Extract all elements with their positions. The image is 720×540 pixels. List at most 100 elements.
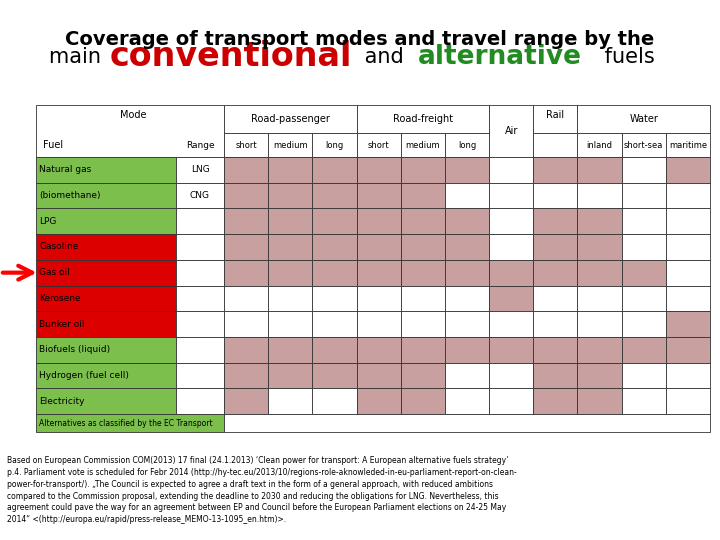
Bar	[401, 286, 445, 311]
Bar	[534, 133, 577, 157]
Bar	[36, 105, 224, 157]
Bar	[224, 286, 268, 311]
Bar	[445, 183, 489, 208]
Bar	[36, 234, 176, 260]
Bar	[36, 388, 176, 414]
Bar	[36, 157, 176, 183]
Bar	[534, 286, 577, 311]
Bar	[356, 157, 401, 183]
Bar	[356, 183, 401, 208]
Bar	[356, 133, 401, 157]
Bar	[36, 183, 176, 208]
Text: LNG: LNG	[191, 165, 210, 174]
Bar	[312, 234, 356, 260]
Bar	[445, 362, 489, 388]
Bar	[356, 286, 401, 311]
Bar	[356, 234, 401, 260]
Bar	[312, 388, 356, 414]
Bar	[176, 337, 224, 362]
Text: Road-passenger: Road-passenger	[251, 114, 330, 124]
Text: Range: Range	[186, 140, 215, 150]
Bar	[534, 362, 577, 388]
Bar	[401, 388, 445, 414]
Bar	[666, 388, 710, 414]
Bar	[489, 286, 534, 311]
Text: (biomethane): (biomethane)	[40, 191, 101, 200]
Bar	[36, 337, 176, 362]
Bar	[401, 260, 445, 286]
Bar	[268, 183, 312, 208]
Text: and: and	[358, 46, 410, 67]
Bar	[268, 362, 312, 388]
Bar	[445, 133, 489, 157]
Bar	[312, 157, 356, 183]
Bar	[534, 337, 577, 362]
Bar	[224, 234, 268, 260]
Bar	[445, 260, 489, 286]
Bar	[577, 362, 621, 388]
Bar	[356, 260, 401, 286]
Bar	[445, 157, 489, 183]
Bar	[176, 157, 224, 183]
Text: long: long	[458, 140, 476, 150]
Bar	[577, 105, 710, 133]
Bar	[356, 388, 401, 414]
Text: Coverage of transport modes and travel range by the: Coverage of transport modes and travel r…	[66, 30, 654, 49]
Text: long: long	[325, 140, 343, 150]
Bar	[621, 286, 666, 311]
Bar	[577, 157, 621, 183]
Bar	[489, 234, 534, 260]
Bar	[534, 234, 577, 260]
Bar	[36, 362, 176, 388]
Bar	[176, 234, 224, 260]
Text: Bunker oil: Bunker oil	[40, 320, 85, 328]
Bar	[445, 311, 489, 337]
Bar	[666, 208, 710, 234]
Bar	[401, 208, 445, 234]
Bar	[666, 311, 710, 337]
Bar	[534, 157, 577, 183]
Text: Biofuels (liquid): Biofuels (liquid)	[40, 345, 110, 354]
Bar	[312, 286, 356, 311]
Bar	[666, 337, 710, 362]
Bar	[621, 260, 666, 286]
Text: medium: medium	[405, 140, 440, 150]
Bar	[356, 337, 401, 362]
Text: Natural gas: Natural gas	[40, 165, 91, 174]
Text: conventional: conventional	[109, 40, 352, 73]
Bar	[621, 388, 666, 414]
Bar	[489, 337, 534, 362]
Bar	[401, 133, 445, 157]
Bar	[577, 234, 621, 260]
Bar	[666, 133, 710, 157]
Bar	[356, 311, 401, 337]
Text: CNG: CNG	[190, 191, 210, 200]
Bar	[577, 133, 621, 157]
Bar	[666, 362, 710, 388]
Bar	[268, 234, 312, 260]
Text: Electricity: Electricity	[40, 397, 85, 406]
Bar	[577, 183, 621, 208]
Text: Fuel: Fuel	[43, 140, 63, 150]
Bar	[577, 260, 621, 286]
Bar	[577, 311, 621, 337]
Bar	[577, 337, 621, 362]
Text: maritime: maritime	[669, 140, 707, 150]
Bar	[577, 286, 621, 311]
Bar	[224, 337, 268, 362]
Bar	[224, 362, 268, 388]
Bar	[534, 388, 577, 414]
Bar	[36, 286, 176, 311]
Bar	[312, 260, 356, 286]
Bar	[268, 286, 312, 311]
Bar	[268, 208, 312, 234]
Bar	[224, 260, 268, 286]
Text: short: short	[235, 140, 257, 150]
Text: Air: Air	[505, 126, 518, 136]
Bar	[176, 311, 224, 337]
Bar	[268, 133, 312, 157]
Text: Alternatives as classified by the EC Transport: Alternatives as classified by the EC Tra…	[40, 418, 213, 428]
Bar	[401, 311, 445, 337]
Bar	[224, 183, 268, 208]
Bar	[268, 388, 312, 414]
